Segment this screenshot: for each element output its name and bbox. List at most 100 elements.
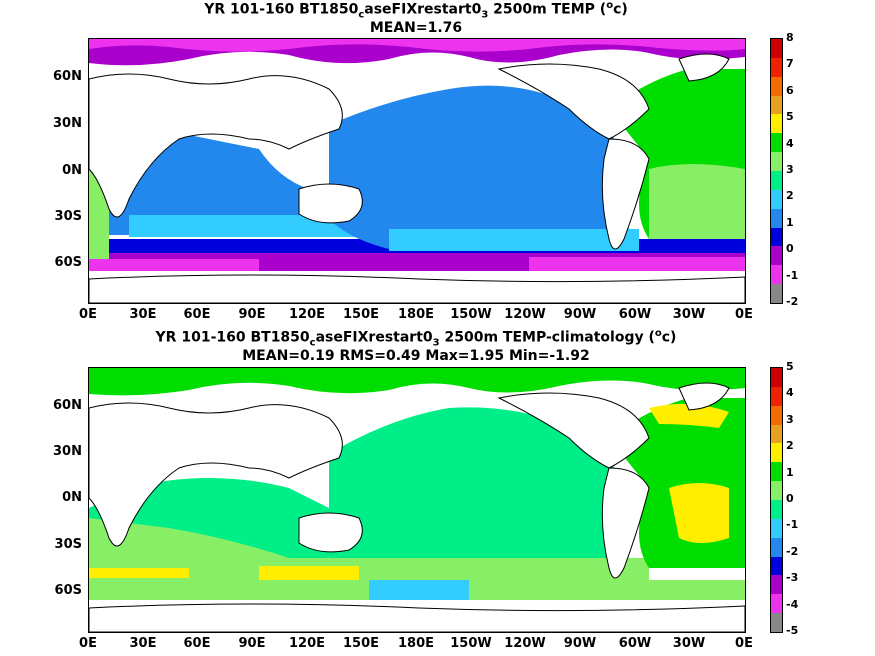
- lon-label: 120W: [504, 636, 546, 651]
- colorbar-segment: [771, 76, 782, 96]
- colorbar-label: 4: [786, 136, 794, 150]
- colorbar-label: 4: [786, 386, 794, 400]
- title-text: YR 101-160 BT1850: [204, 1, 359, 18]
- lon-label: 30E: [129, 636, 157, 651]
- lon-label: 180E: [397, 636, 435, 651]
- colorbar-segment: [771, 424, 782, 444]
- colorbar-label: -2: [786, 544, 799, 558]
- colorbar-segment: [771, 537, 782, 557]
- panel2-map: [88, 367, 746, 633]
- colorbar-label: 2: [786, 189, 794, 203]
- colorbar-label: 8: [786, 31, 794, 44]
- lon-label: 120E: [288, 636, 326, 651]
- colorbar-label: -3: [786, 571, 799, 585]
- title-subscript: 3: [481, 9, 489, 21]
- panel2-colorbar: [770, 367, 783, 633]
- panel2-stats: MEAN=0.19 RMS=0.49 Max=1.95 Min=-1.92: [242, 348, 590, 364]
- lon-label: 0E: [79, 307, 97, 322]
- lon-label: 90E: [238, 636, 266, 651]
- colorbar-label: 0: [786, 242, 794, 256]
- lon-label: 0E: [735, 307, 753, 322]
- colorbar-segment: [771, 171, 782, 190]
- colorbar-segment: [771, 405, 782, 425]
- colorbar-segment: [771, 227, 782, 247]
- lon-label: 60W: [618, 307, 652, 322]
- colorbar-label: 0: [786, 492, 794, 505]
- colorbar-label: 3: [786, 412, 794, 426]
- colorbar-segment: [771, 462, 782, 482]
- colorbar-segment: [771, 518, 782, 538]
- lat-label: 30S: [54, 209, 82, 224]
- lon-label: 90W: [563, 636, 597, 651]
- lon-label: 30E: [129, 307, 157, 322]
- lon-label: 180E: [397, 307, 435, 322]
- colorbar-segment: [771, 208, 782, 228]
- colorbar-label: 2: [786, 439, 794, 453]
- colorbar-label: 7: [786, 57, 794, 71]
- panel1-map: [88, 38, 746, 304]
- title-subscript: c: [358, 9, 365, 21]
- colorbar-segment: [771, 443, 782, 463]
- colorbar-segment: [771, 481, 782, 501]
- panel1-colorbar: [770, 38, 783, 304]
- colorbar-label: 1: [786, 215, 794, 229]
- lon-label: 0E: [735, 636, 753, 651]
- title-subscript: c: [309, 337, 316, 349]
- colorbar-label: 5: [786, 110, 794, 124]
- title-text: aseFIXrestart0: [364, 1, 482, 18]
- lon-label: 90E: [238, 307, 266, 322]
- lon-label: 150W: [450, 307, 492, 322]
- colorbar-label: -4: [786, 597, 799, 611]
- colorbar-segment: [771, 386, 782, 406]
- lat-label: 60N: [53, 69, 82, 84]
- lon-label: 0E: [79, 636, 97, 651]
- colorbar-segment: [771, 265, 782, 285]
- title-text: YR 101-160 BT1850: [155, 329, 310, 346]
- lat-label: 60S: [54, 583, 82, 598]
- colorbar-label: -5: [786, 624, 799, 637]
- lat-label: 60N: [53, 398, 82, 413]
- colorbar-segment: [771, 556, 782, 576]
- title-text: aseFIXrestart0: [315, 329, 433, 346]
- title-text: 2500m TEMP-climatology (: [439, 329, 655, 346]
- colorbar-segment: [771, 575, 782, 595]
- lon-label: 150W: [450, 636, 492, 651]
- panel2-map-canvas: [89, 368, 745, 632]
- colorbar-segment: [771, 189, 782, 209]
- panel1-map-canvas: [89, 39, 745, 303]
- lon-label: 60W: [618, 636, 652, 651]
- lat-label: 0N: [62, 163, 82, 178]
- lon-label: 120E: [288, 307, 326, 322]
- title-text: 2500m TEMP (: [488, 1, 607, 18]
- colorbar-segment: [771, 613, 782, 633]
- title-superscript: o: [606, 0, 614, 11]
- colorbar-segment: [771, 594, 782, 614]
- title-superscript: o: [654, 328, 662, 339]
- colorbar-label: 6: [786, 83, 794, 97]
- colorbar-segment: [771, 500, 782, 519]
- colorbar-label: -1: [786, 268, 799, 282]
- colorbar-segment: [771, 57, 782, 77]
- lon-label: 120W: [504, 307, 546, 322]
- lon-label: 60E: [183, 307, 211, 322]
- colorbar-segment: [771, 368, 782, 387]
- lat-label: 60S: [54, 255, 82, 270]
- colorbar-segment: [771, 114, 782, 134]
- colorbar-segment: [771, 246, 782, 266]
- title-text: c): [661, 329, 677, 346]
- colorbar-label: -2: [786, 295, 799, 308]
- colorbar-label: 1: [786, 465, 794, 479]
- colorbar-label: 3: [786, 163, 794, 176]
- colorbar-segment: [771, 95, 782, 115]
- lon-label: 60E: [183, 636, 211, 651]
- lon-label: 30W: [672, 636, 706, 651]
- panel2-title: YR 101-160 BT1850caseFIXrestart03 2500m …: [88, 326, 744, 351]
- colorbar-segment: [771, 284, 782, 304]
- lon-label: 150E: [342, 636, 380, 651]
- panel1-stats: MEAN=1.76: [369, 20, 463, 36]
- title-subscript: 3: [432, 337, 440, 349]
- colorbar-segment: [771, 39, 782, 58]
- lat-label: 30N: [53, 116, 82, 131]
- colorbar-segment: [771, 152, 782, 172]
- colorbar-label: 5: [786, 360, 794, 373]
